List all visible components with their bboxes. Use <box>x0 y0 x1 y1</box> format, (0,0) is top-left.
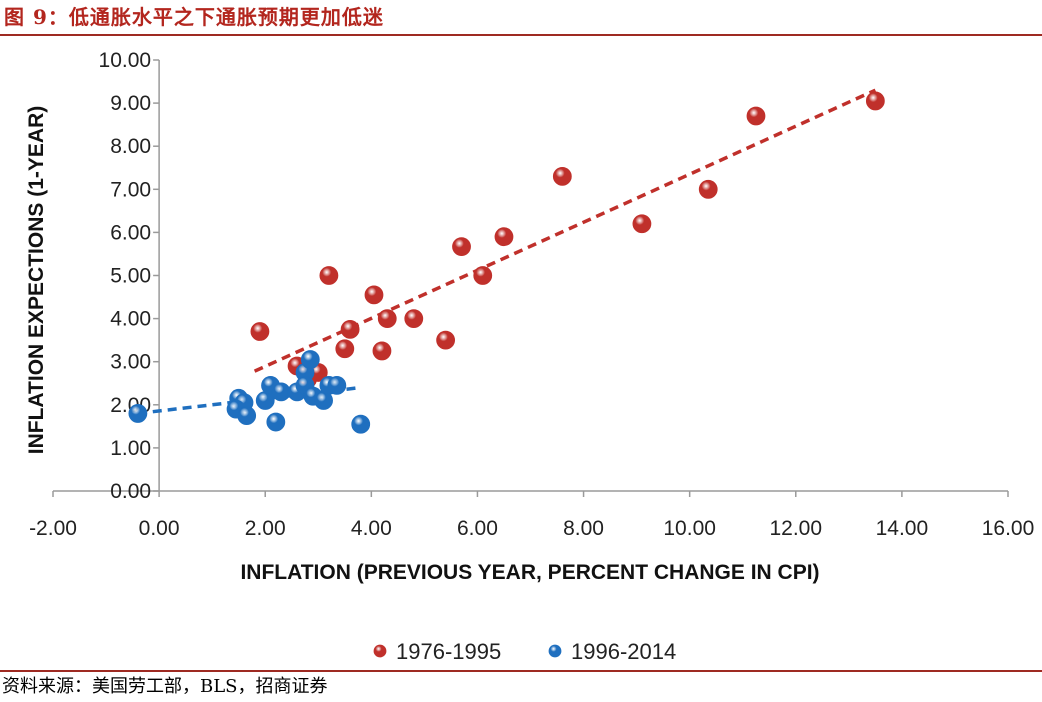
data-point <box>237 406 257 425</box>
x-tick-label: 2.00 <box>245 517 286 540</box>
scatter-chart: 0.00 1.00 2.00 3.00 4.00 5.00 6.00 7.00 8.00 9.00… <box>25 49 1034 664</box>
top-divider <box>0 34 1042 36</box>
x-axis-title: INFLATION (PREVIOUS YEAR, PERCENT CHANGE… <box>240 561 819 584</box>
legend-label: 1976-1995 <box>396 639 501 664</box>
data-point <box>271 382 291 402</box>
x-tick-label: -2.00 <box>29 517 77 540</box>
data-point <box>746 106 766 126</box>
chart-legend: 1976-1995 1996-2014 <box>373 639 676 664</box>
x-tick-label: 4.00 <box>351 517 392 540</box>
legend-label: 1996-2014 <box>571 639 676 664</box>
x-tick-label: 16.00 <box>982 517 1035 540</box>
y-tick-label: 1.00 <box>110 437 151 460</box>
data-point <box>335 339 355 359</box>
y-tick-label: 6.00 <box>110 221 151 244</box>
data-point <box>377 309 397 329</box>
data-point <box>552 166 572 186</box>
data-point <box>698 179 718 199</box>
data-point <box>300 350 320 369</box>
data-point <box>404 309 424 329</box>
data-point <box>372 341 392 361</box>
data-point <box>632 214 652 234</box>
data-point <box>319 266 339 285</box>
legend-marker <box>373 644 387 658</box>
x-tick-label: 12.00 <box>769 517 822 540</box>
y-tick-label: 0.00 <box>110 480 151 503</box>
figure-title: 图 9：低通胀水平之下通胀预期更加低迷 <box>4 5 384 29</box>
data-point <box>364 285 384 305</box>
bottom-divider <box>0 670 1042 672</box>
data-point <box>452 237 471 257</box>
source-note: 资料来源：美国劳工部，BLS，招商证券 <box>2 676 328 697</box>
data-point <box>865 91 885 111</box>
x-tick-label: 8.00 <box>563 517 604 540</box>
data-point <box>327 376 347 395</box>
data-point <box>351 414 371 434</box>
y-tick-label: 3.00 <box>110 351 151 374</box>
y-tick-label: 4.00 <box>110 308 151 331</box>
data-point <box>340 319 360 339</box>
chart-points <box>128 91 885 434</box>
data-point <box>266 412 286 432</box>
data-point <box>494 227 514 247</box>
data-point <box>473 266 493 285</box>
legend-marker <box>548 644 562 658</box>
y-tick-label: 9.00 <box>110 92 151 115</box>
trendline <box>253 88 877 373</box>
y-tick-label: 8.00 <box>110 135 151 158</box>
x-tick-label: 10.00 <box>663 517 716 540</box>
chart-axes: 0.00 1.00 2.00 3.00 4.00 5.00 6.00 7.00 8.00 9.00… <box>29 49 1034 540</box>
chart-trendlines <box>137 88 877 416</box>
data-point <box>250 322 270 341</box>
x-tick-label: 14.00 <box>876 517 929 540</box>
y-axis-title: INFLATION EXPECTIONS (1-YEAR) <box>25 106 48 454</box>
x-tick-label: 6.00 <box>457 517 498 540</box>
data-point <box>128 404 148 423</box>
x-tick-label: 0.00 <box>139 517 180 540</box>
y-tick-label: 7.00 <box>110 178 151 201</box>
y-tick-label: 10.00 <box>99 49 152 72</box>
data-point <box>436 330 456 350</box>
y-tick-label: 5.00 <box>110 265 151 288</box>
